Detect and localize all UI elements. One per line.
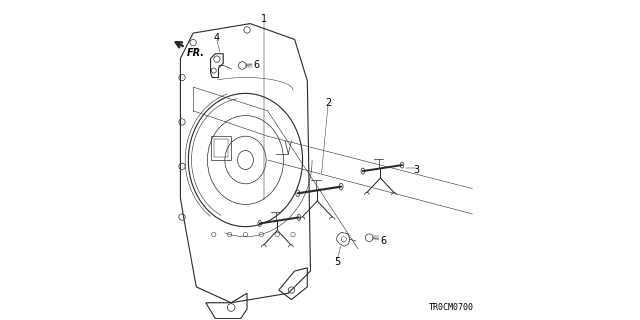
Text: 3: 3 bbox=[413, 164, 420, 174]
Text: 5: 5 bbox=[334, 257, 340, 267]
Text: 1: 1 bbox=[261, 14, 268, 24]
Text: TR0CM0700: TR0CM0700 bbox=[429, 303, 474, 312]
Text: 2: 2 bbox=[325, 98, 331, 108]
Text: 4: 4 bbox=[214, 33, 220, 43]
Text: FR.: FR. bbox=[187, 48, 205, 58]
Text: 6: 6 bbox=[380, 236, 387, 246]
Text: 6: 6 bbox=[253, 60, 259, 70]
